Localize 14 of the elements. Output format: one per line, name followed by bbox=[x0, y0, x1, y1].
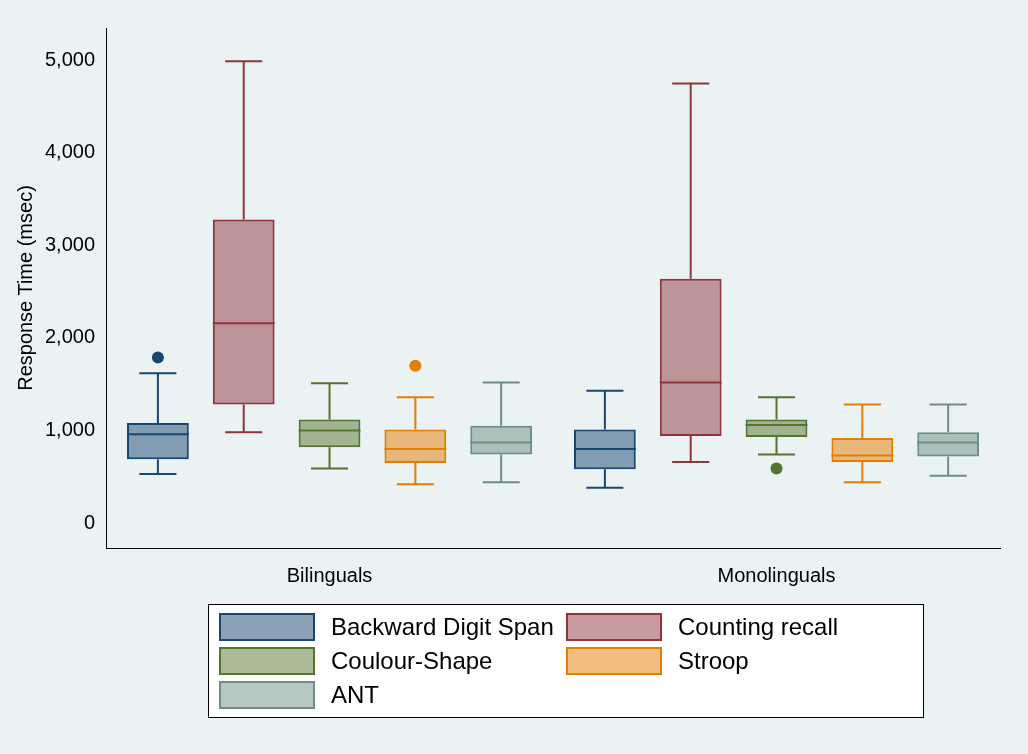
y-axis-title: Response Time (msec) bbox=[13, 185, 36, 391]
x-tick-label: Bilinguals bbox=[286, 563, 373, 586]
legend-label: Counting recall bbox=[678, 613, 839, 641]
legend-label: ANT bbox=[331, 681, 379, 709]
legend-label: Coulour-Shape bbox=[331, 647, 493, 675]
y-tick-label: 5,000 bbox=[44, 47, 96, 70]
legend-label: Stroop bbox=[678, 647, 749, 675]
y-tick-label: 2,000 bbox=[44, 325, 96, 348]
legend-label: Backward Digit Span bbox=[331, 613, 554, 641]
x-tick-label: Monolinguals bbox=[717, 563, 836, 586]
y-tick-label: 0 bbox=[83, 510, 96, 533]
y-tick-label: 4,000 bbox=[44, 140, 96, 163]
y-tick-label: 1,000 bbox=[44, 418, 96, 441]
y-tick-label: 3,000 bbox=[44, 232, 96, 255]
